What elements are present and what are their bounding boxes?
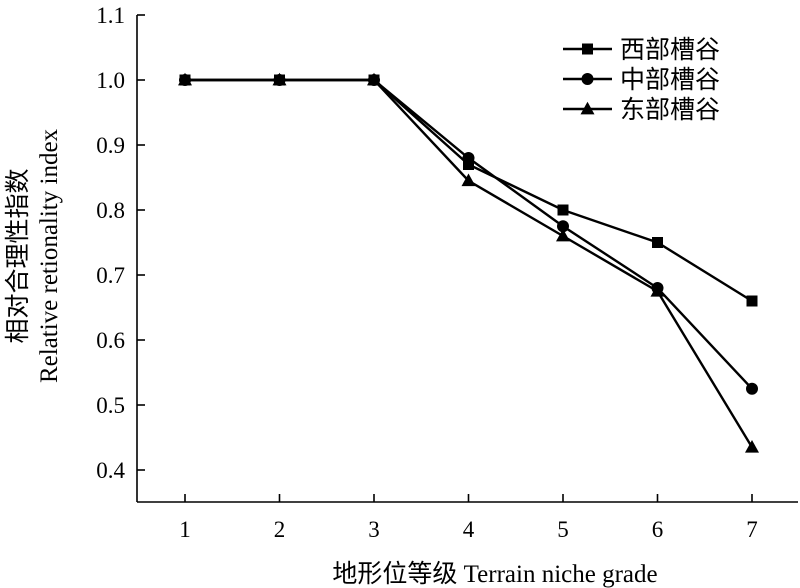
data-point-circle — [557, 220, 569, 233]
legend-label: 东部槽谷 — [620, 96, 720, 124]
y-ticks: 0.4 0.5 0.6 0.7 0.8 0.9 1.0 1.1 — [96, 3, 145, 483]
x-tick-label: 6 — [652, 517, 664, 542]
x-ticks: 1 2 3 4 5 6 7 — [179, 494, 758, 542]
y-axis-title-english: Relative retionality index — [36, 128, 63, 383]
series-line — [185, 78, 753, 390]
series-line — [185, 78, 754, 448]
legend-label: 西部槽谷 — [620, 36, 720, 64]
data-point-square — [463, 159, 474, 170]
data-point-square — [746, 295, 758, 307]
x-tick-label: 4 — [463, 517, 475, 542]
data-point-triangle — [556, 228, 570, 242]
x-tick-label: 2 — [274, 517, 286, 542]
x-tick-label: 5 — [557, 517, 569, 542]
legend-marker-square — [582, 43, 593, 55]
data-point-triangle — [650, 284, 665, 297]
y-tick-label: 0.8 — [96, 198, 125, 223]
data-point-triangle — [272, 72, 287, 86]
data-point-triangle — [461, 173, 476, 187]
y-axis-title-chinese: 相对合理性指数 — [4, 168, 32, 343]
data-point-square — [557, 204, 569, 216]
data-point-square — [652, 237, 663, 248]
legend-marker-circle — [581, 73, 594, 85]
series-group — [178, 72, 759, 453]
data-point-triangle — [745, 440, 759, 453]
x-axis-title: 地形位等级 Terrain niche grade — [332, 560, 657, 588]
y-tick-label: 0.5 — [96, 393, 125, 418]
y-tick-label: 0.4 — [96, 458, 125, 483]
data-point-triangle — [178, 72, 192, 86]
y-tick-label: 1.0 — [96, 68, 125, 93]
data-point-triangle — [367, 72, 381, 86]
x-tick-label: 3 — [368, 517, 380, 542]
series-triangle — [178, 72, 759, 453]
legend-item: 中部槽谷 — [563, 66, 720, 94]
legend-label: 中部槽谷 — [620, 66, 720, 94]
legend-item: 西部槽谷 — [563, 36, 720, 64]
x-tick-label: 7 — [746, 517, 758, 542]
y-tick-label: 0.9 — [96, 133, 125, 158]
y-tick-label: 1.1 — [96, 3, 125, 28]
y-tick-label: 0.6 — [96, 328, 125, 353]
data-point-circle — [462, 152, 475, 164]
x-tick-label: 1 — [179, 517, 191, 542]
data-point-circle — [746, 382, 758, 395]
axes — [136, 15, 798, 503]
y-tick-label: 0.7 — [96, 263, 125, 288]
legend-marker-triangle — [580, 101, 595, 115]
legend-item: 东部槽谷 — [563, 96, 720, 124]
